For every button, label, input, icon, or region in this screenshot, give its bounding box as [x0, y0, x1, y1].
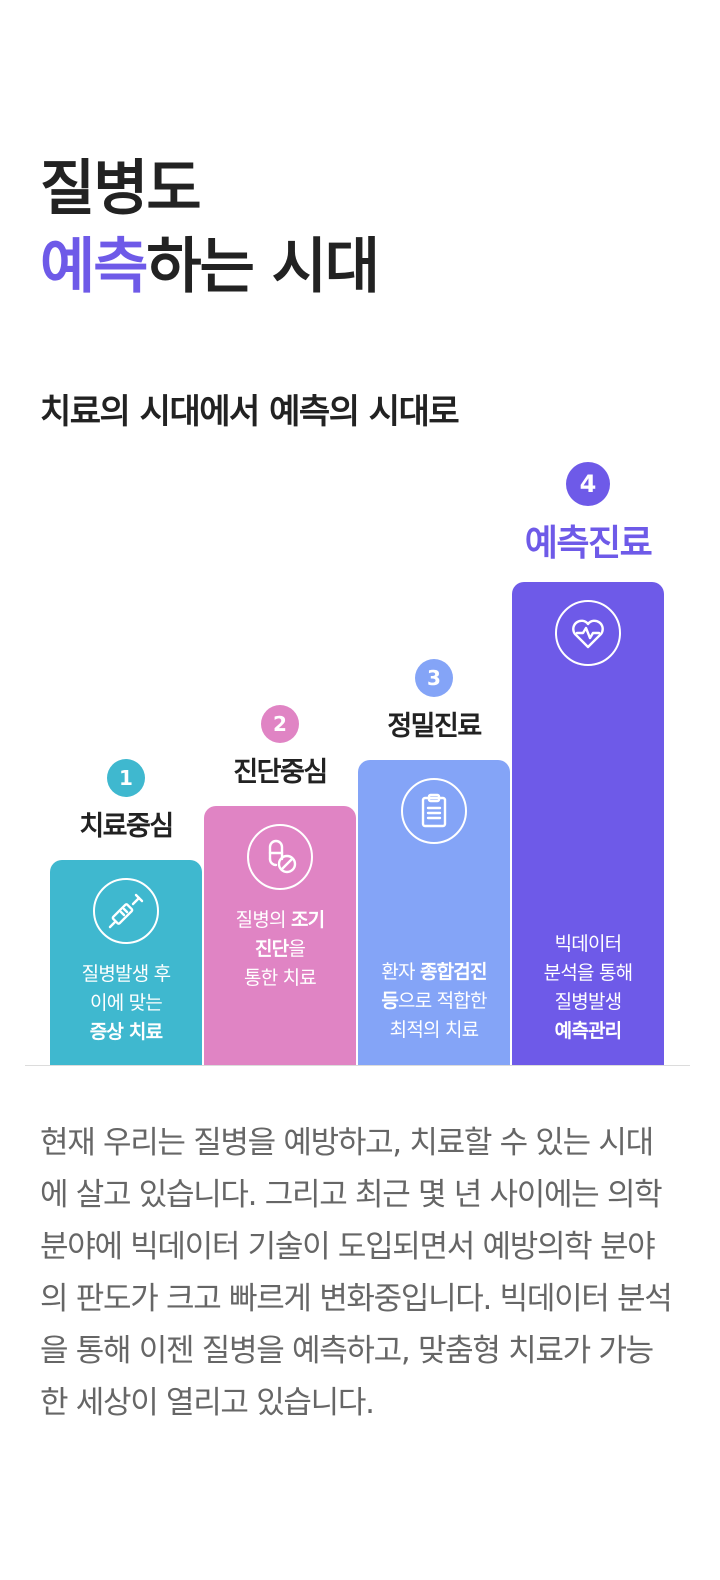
stage-1-label: 치료중심: [79, 811, 174, 842]
pill-icon: [247, 824, 313, 890]
stage-2-bar: 질병의 조기 진단을 통한 치료: [204, 806, 356, 1066]
description-paragraph: 현재 우리는 질병을 예방하고, 치료할 수 있는 시대에 살고 있습니다. 그…: [40, 1125, 673, 1421]
stage-3-bar: 환자 종합검진 등으로 적합한 최적의 치료: [358, 760, 510, 1066]
stage-4-label: 예측진료: [524, 523, 653, 564]
stage-4-bar: 빅데이터 분석을 통해 질병발생 예측관리: [512, 582, 664, 1066]
hero-title: 질병도 예측하는 시대: [40, 150, 380, 306]
stage-2-label: 진단중심: [233, 757, 328, 788]
stage-2-text: 질병의 조기 진단을 통한 치료: [235, 909, 325, 989]
stage-3-text: 환자 종합검진 등으로 적합한 최적의 치료: [381, 961, 487, 1041]
stage-1-bar: 질병발생 후 이에 맞는 증상 치료: [50, 860, 202, 1066]
stage-1-badge: 1: [107, 759, 145, 797]
chart-baseline: [25, 1065, 690, 1066]
stage-1-text: 질병발생 후 이에 맞는 증상 치료: [81, 963, 171, 1043]
heart-pulse-icon: [555, 600, 621, 666]
hero-accent: 예측: [40, 232, 148, 302]
hero-line-2: 예측하는 시대: [40, 228, 380, 306]
stage-2-badge: 2: [261, 705, 299, 743]
hero-rest: 하는 시대: [146, 232, 380, 302]
stage-4-text: 빅데이터 분석을 통해 질병발생 예측관리: [543, 933, 633, 1042]
syringe-icon: [93, 878, 159, 944]
section-subtitle: 치료의 시대에서 예측의 시대로: [40, 392, 460, 432]
stage-4-badge: 4: [566, 462, 610, 506]
hero-line-1: 질병도: [40, 154, 202, 224]
stage-3-badge: 3: [415, 659, 453, 697]
stage-chart: 1 치료중심 질병발생 후 이에 맞는 증상 치료 2 진단중심: [25, 462, 690, 1066]
stage-3-label: 정밀진료: [387, 711, 482, 742]
clipboard-icon: [401, 778, 467, 844]
